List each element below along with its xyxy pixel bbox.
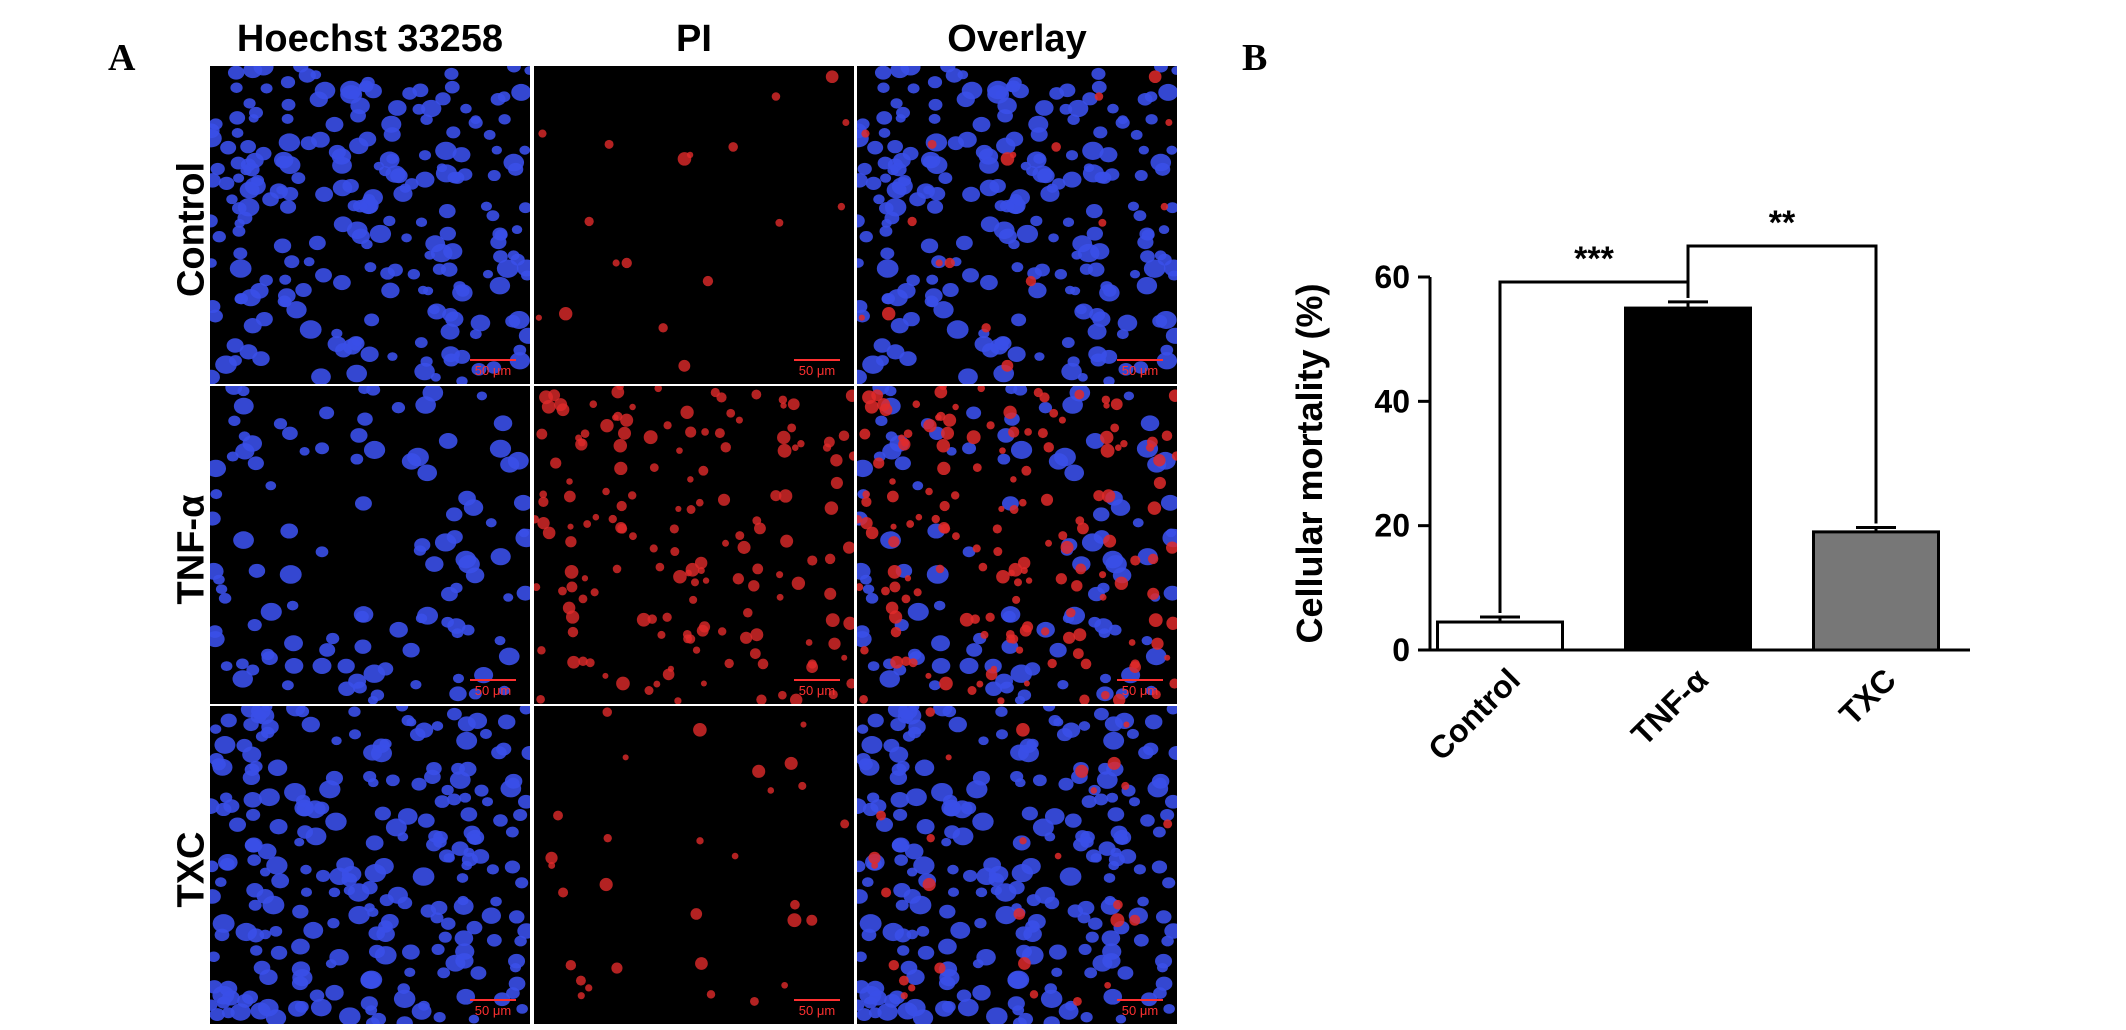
panel-b-label: B [1242, 37, 1268, 79]
column-title-hoechst: Hoechst 33258 [236, 18, 504, 60]
significance-label-0: *** [1574, 240, 1614, 278]
column-title-pi: PI [676, 18, 712, 60]
y-tick-label: 20 [1374, 508, 1410, 544]
scale-bar: 50 μm [470, 679, 516, 698]
scale-bar: 50 μm [794, 679, 840, 698]
micrograph-txc-hoechst: 50 μm [210, 706, 530, 1024]
micrograph-txc-overlay: 50 μm [857, 706, 1177, 1024]
micrograph-control-hoechst: 50 μm [210, 66, 530, 384]
scale-bar: 50 μm [794, 359, 840, 378]
significance-bracket-1 [1686, 244, 1878, 524]
scale-bar: 50 μm [470, 999, 516, 1018]
bar-2 [1812, 530, 1940, 652]
scale-bar: 50 μm [1117, 679, 1163, 698]
micrograph-tnf-overlay: 50 μm [857, 386, 1177, 704]
scale-bar: 50 μm [470, 359, 516, 378]
scale-bar: 50 μm [1117, 999, 1163, 1018]
scale-bar: 50 μm [794, 999, 840, 1018]
bar-1 [1624, 306, 1752, 652]
x-tick-label-2: TXC [1832, 661, 1903, 732]
micrograph-tnf-hoechst: 50 μm [210, 386, 530, 704]
x-tick-label-1: TNF-α [1624, 661, 1715, 752]
row-title-txc: TXC [170, 831, 213, 908]
row-title-tnf: TNF-α [170, 494, 213, 605]
y-tick-label: 60 [1374, 259, 1410, 295]
column-title-overlay: Overlay [947, 18, 1087, 60]
bar-0 [1436, 620, 1564, 652]
micrograph-control-pi: 50 μm [534, 66, 854, 384]
y-tick-label: 0 [1392, 632, 1410, 668]
y-tick-label: 40 [1374, 383, 1410, 419]
y-axis-label: Cellular mortality (%) [1289, 283, 1330, 643]
panel-a-label: A [108, 37, 136, 79]
micrograph-txc-pi: 50 μm [534, 706, 854, 1024]
mortality-bar-chart: 0 20 40 60 Cellular mortality (%) Control TNF-… [1289, 204, 1970, 767]
row-title-control: Control [170, 161, 213, 298]
micrograph-control-overlay: 50 μm [857, 66, 1177, 384]
micrograph-tnf-pi: 50 μm [534, 386, 854, 704]
significance-label-1: ** [1769, 204, 1796, 242]
scale-bar: 50 μm [1117, 359, 1163, 378]
x-tick-label-0: Control [1421, 661, 1527, 767]
